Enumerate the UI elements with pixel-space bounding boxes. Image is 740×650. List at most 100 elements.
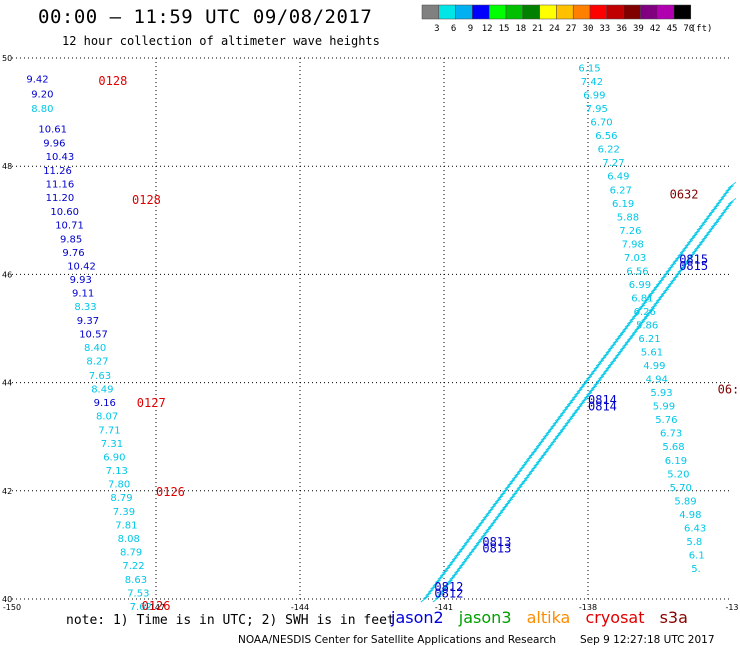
chart-title: 00:00 – 11:59 UTC 09/08/2017: [38, 6, 373, 28]
colorbar-label: 27: [566, 24, 577, 34]
colorbar: 3 6 9 12 15 18 21 24 27 30 33 36 39 42 45 70(ft): [421, 4, 713, 34]
wave-height-label: 7.71: [98, 425, 120, 436]
x-tick-label: -150: [3, 603, 21, 612]
wave-height-label: 10.43: [46, 152, 75, 163]
legend-jason3: jason3: [458, 608, 512, 627]
wave-height-label: 6.56: [626, 266, 648, 277]
wave-height-label: 5.: [691, 564, 701, 575]
satellite-legend: jason2 jason3 altika cryosat s3a: [391, 608, 698, 627]
wave-height-label: 7.31: [101, 439, 123, 450]
wave-height-label: 5.20: [667, 469, 689, 480]
pass-time-label: 0126: [142, 599, 171, 612]
colorbar-label: 21: [532, 24, 543, 34]
pass-time-label: 0127: [137, 396, 166, 410]
wave-height-label: 6.27: [610, 185, 632, 196]
wave-height-label: 5.93: [650, 388, 672, 399]
wave-height-label: 4.98: [679, 510, 701, 521]
colorbar-label: 39: [633, 24, 644, 34]
y-tick-label: 46: [2, 270, 12, 279]
plot-area: -150 -147 -144 -141 -138 -13 40 42 44 46 48 50 9.42 9…: [2, 54, 739, 612]
wave-height-label: 6.19: [612, 199, 634, 210]
wave-height-label: 6.81: [631, 293, 653, 304]
wave-height-label: 10.71: [55, 220, 84, 231]
wave-height-label: 10.57: [79, 330, 108, 341]
pass-time-label: 0814: [588, 393, 617, 407]
wave-height-label: 7.62: [130, 602, 152, 612]
colorbar-label: 15: [499, 24, 510, 34]
wave-height-label: 9.16: [94, 398, 116, 409]
pass-time-label: 0128: [132, 193, 161, 207]
pass-time-label: 0813: [482, 535, 511, 549]
wave-height-label: 9.42: [26, 74, 48, 85]
y-tick-label: 40: [2, 595, 12, 604]
wave-height-label: 11.16: [46, 179, 75, 190]
legend-jason2: jason2: [391, 608, 444, 627]
pass-time-label: 0815: [679, 259, 708, 273]
wave-height-label: 7.42: [581, 77, 603, 88]
wave-height-label: 6.21: [638, 334, 660, 345]
wave-height-label: 7.13: [106, 466, 128, 477]
wave-height-label: 7.63: [89, 371, 111, 382]
wave-height-label: 7.81: [115, 521, 137, 532]
wave-height-label: 9.85: [60, 234, 82, 245]
wave-height-label: 6.49: [607, 172, 629, 183]
x-tick-label: -13: [725, 603, 738, 612]
wave-height-label: 6.90: [103, 453, 125, 464]
wave-height-label: 5.88: [617, 212, 639, 223]
wave-height-label: 9.37: [77, 316, 99, 327]
y-tick-label: 44: [2, 379, 12, 388]
y-tick-label: 48: [2, 162, 12, 171]
pass-time-label: 0126: [156, 485, 185, 499]
legend-cryosat: cryosat: [585, 608, 645, 627]
wave-height-label: 5.68: [662, 442, 684, 453]
wave-height-label: 8.80: [31, 104, 53, 115]
y-tick-label: 42: [2, 487, 12, 496]
generated-timestamp: Sep 9 12:27:18 UTC 2017: [580, 634, 715, 646]
colorbar-label: 3: [434, 24, 439, 34]
wave-height-label: 5.70: [670, 483, 692, 494]
wave-height-label: 5.99: [653, 402, 675, 413]
wave-height-label: 6.99: [629, 280, 651, 291]
colorbar-label: 36: [616, 24, 627, 34]
wave-height-label: 8.07: [96, 411, 118, 422]
wave-height-label: 8.79: [110, 493, 132, 504]
x-tick-label: -144: [291, 603, 309, 612]
wave-height-label: 11.20: [46, 193, 75, 204]
wave-height-label: 7.03: [624, 253, 646, 264]
colorbar-label: 12: [482, 24, 493, 34]
credit-text: NOAA/NESDIS Center for Satellite Applica…: [238, 634, 556, 646]
wave-height-label: 8.79: [120, 548, 142, 559]
wave-height-label: 11.26: [43, 166, 72, 177]
wave-height-label: 8.49: [91, 384, 113, 395]
wave-height-label: 6.19: [665, 456, 687, 467]
colorbar-label: 33: [599, 24, 610, 34]
colorbar-label: 70: [683, 24, 694, 34]
wave-height-label: 4.94: [646, 375, 668, 386]
wave-height-label: 9.76: [62, 248, 84, 259]
pass-time-label: 0815: [679, 253, 708, 267]
x-tick-label: -141: [435, 603, 453, 612]
wave-height-label: 6.26: [634, 307, 656, 318]
pass-time-label: 0128: [98, 74, 127, 88]
wave-height-label: 5.61: [641, 348, 663, 359]
pass-time-label: 0814: [588, 400, 617, 414]
pass-time-label: 0812: [434, 586, 463, 600]
pass-time-label: 0632: [670, 188, 699, 202]
colorbar-label: 9: [468, 24, 473, 34]
wave-height-label: 6.70: [590, 118, 612, 129]
wave-height-label: 7.80: [108, 480, 130, 491]
wave-height-label: 6.73: [660, 429, 682, 440]
colorbar-label: (ft): [691, 24, 713, 34]
legend-s3a: s3a: [659, 608, 688, 627]
colorbar-label: 42: [650, 24, 661, 34]
wave-height-label: 5.89: [674, 496, 696, 507]
colorbar-swatch: [673, 4, 692, 20]
wave-height-label: 7.95: [586, 104, 608, 115]
wave-height-label: 6.43: [684, 523, 706, 534]
wave-height-label: 10.42: [67, 262, 96, 273]
wave-height-label: 5.86: [636, 321, 658, 332]
pass-time-label: 0812: [434, 580, 463, 594]
colorbar-label: 6: [451, 24, 456, 34]
wave-height-label: 7.22: [122, 561, 144, 572]
satellite-track-hatch: [432, 198, 737, 603]
